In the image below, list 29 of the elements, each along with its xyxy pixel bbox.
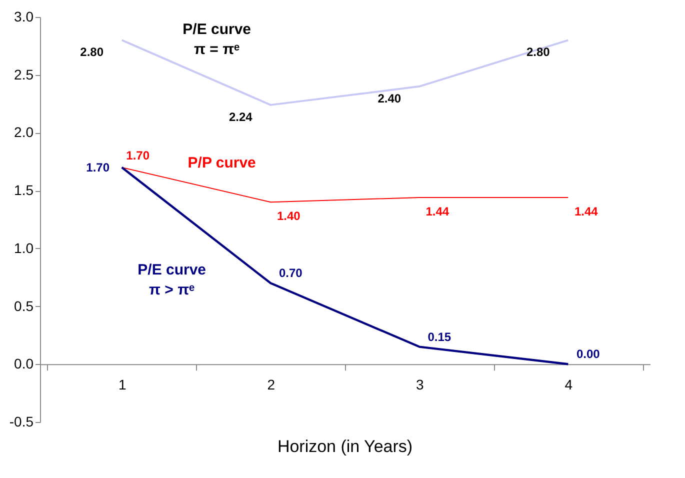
- series-label: P/E curve π = πᵉ: [182, 21, 252, 58]
- data-label: 1.44: [574, 204, 598, 219]
- data-label: 0.00: [576, 347, 600, 362]
- data-label: 0.15: [428, 330, 452, 344]
- x-axis-title: Horizon (in Years): [277, 437, 413, 456]
- y-tick-label: 0.0: [14, 356, 34, 372]
- data-label: 2.24: [228, 110, 253, 124]
- y-tick-label: 1.0: [14, 240, 34, 256]
- data-label: 1.70: [86, 160, 110, 174]
- line-series: [120, 166, 570, 366]
- x-tick-label: 4: [564, 376, 573, 393]
- data-label: 0.70: [278, 266, 303, 280]
- y-tick-label: -0.5: [9, 414, 34, 430]
- data-label: 1.44: [426, 204, 450, 219]
- data-label: 1.40: [276, 209, 301, 224]
- y-tick-label: 2.5: [14, 66, 34, 82]
- data-label: 2.40: [378, 91, 402, 106]
- y-tick-label: 2.0: [14, 124, 34, 140]
- series-label: P/P curve: [188, 154, 256, 172]
- series-label: P/E curve π > πᵉ: [138, 261, 206, 298]
- x-tick-label: 3: [416, 376, 424, 393]
- data-label: 2.80: [80, 45, 104, 60]
- y-tick-label: 1.5: [14, 182, 34, 198]
- x-tick-label: 2: [267, 376, 276, 393]
- data-label: 1.70: [126, 148, 150, 162]
- data-label: 2.80: [526, 45, 550, 60]
- y-tick-label: 0.5: [14, 298, 34, 314]
- x-tick-label: 1: [118, 376, 126, 393]
- y-tick-label: 3.0: [14, 8, 34, 24]
